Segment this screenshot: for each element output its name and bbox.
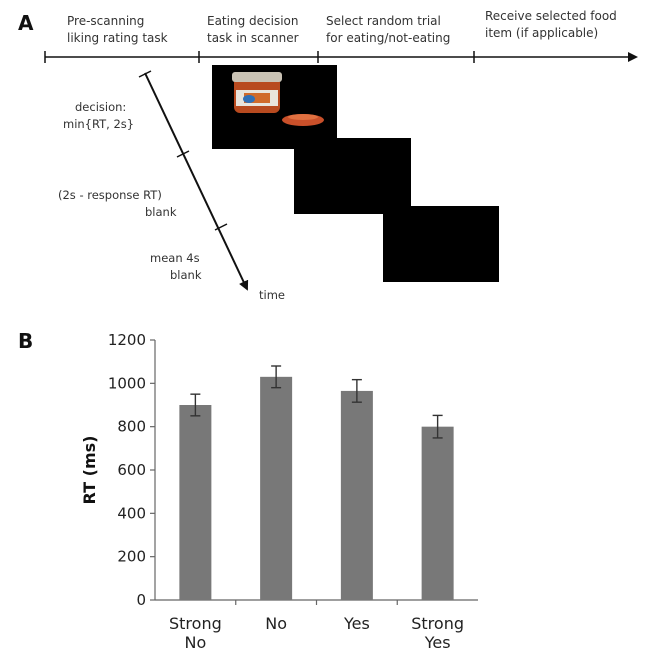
bar-1 bbox=[260, 376, 293, 600]
blank-screen-1 bbox=[294, 138, 411, 214]
blank1-label-line1: (2s - response RT) bbox=[58, 188, 162, 202]
panel-a-label: A bbox=[18, 11, 34, 35]
time-tick bbox=[214, 223, 228, 231]
timeline-stage-1-line1: Pre-scanning bbox=[67, 14, 144, 28]
time-tick bbox=[138, 70, 152, 78]
panel-b: B RT (ms) 020040060080010001200StrongNoN… bbox=[18, 329, 478, 652]
bar-2 bbox=[340, 390, 373, 600]
y-tick-label: 600 bbox=[117, 461, 146, 479]
decision-label-line2: min{RT, 2s} bbox=[63, 117, 134, 131]
trial-screens bbox=[212, 65, 499, 282]
category-label: No bbox=[184, 633, 206, 652]
y-tick-label: 400 bbox=[117, 504, 146, 522]
blank2-label-line1: mean 4s bbox=[150, 251, 200, 265]
timeline-stage-3-line2: for eating/not-eating bbox=[326, 31, 450, 45]
food-jar-image bbox=[232, 72, 324, 126]
y-tick-label: 200 bbox=[117, 548, 146, 566]
y-tick-label: 800 bbox=[117, 418, 146, 436]
bar-0 bbox=[179, 405, 212, 600]
timeline-stage-3-line1: Select random trial bbox=[326, 14, 441, 28]
decision-label-line1: decision: bbox=[75, 100, 126, 114]
category-label: Yes bbox=[343, 614, 370, 633]
y-tick-label: 1000 bbox=[108, 374, 146, 392]
y-axis-label: RT (ms) bbox=[80, 436, 99, 505]
category-label: Strong bbox=[411, 614, 464, 633]
panel-b-label: B bbox=[18, 329, 33, 353]
blank2-label-line2: blank bbox=[170, 268, 202, 282]
timeline-stage-1-line2: liking rating task bbox=[67, 31, 168, 45]
timeline: Pre-scanning liking rating task Eating d… bbox=[44, 9, 638, 63]
category-label: No bbox=[265, 614, 287, 633]
timeline-stage-2-line2: task in scanner bbox=[207, 31, 299, 45]
time-arrow bbox=[144, 72, 249, 291]
time-label: time bbox=[259, 288, 285, 302]
panel-a: A Pre-scanning liking rating task Eating… bbox=[18, 9, 638, 302]
blank-screen-2 bbox=[383, 206, 499, 282]
y-tick-label: 0 bbox=[136, 591, 146, 609]
time-axis: decision: min{RT, 2s} (2s - response RT)… bbox=[58, 70, 285, 302]
blank1-label-line2: blank bbox=[145, 205, 177, 219]
time-tick bbox=[176, 150, 190, 158]
timeline-stage-4-line2: item (if applicable) bbox=[485, 26, 598, 40]
category-label: Strong bbox=[169, 614, 222, 633]
timeline-stage-4-line1: Receive selected food bbox=[485, 9, 617, 23]
y-tick-label: 1200 bbox=[108, 331, 146, 349]
timeline-stage-2-line1: Eating decision bbox=[207, 14, 298, 28]
bar-3 bbox=[421, 426, 454, 600]
category-label: Yes bbox=[424, 633, 451, 652]
